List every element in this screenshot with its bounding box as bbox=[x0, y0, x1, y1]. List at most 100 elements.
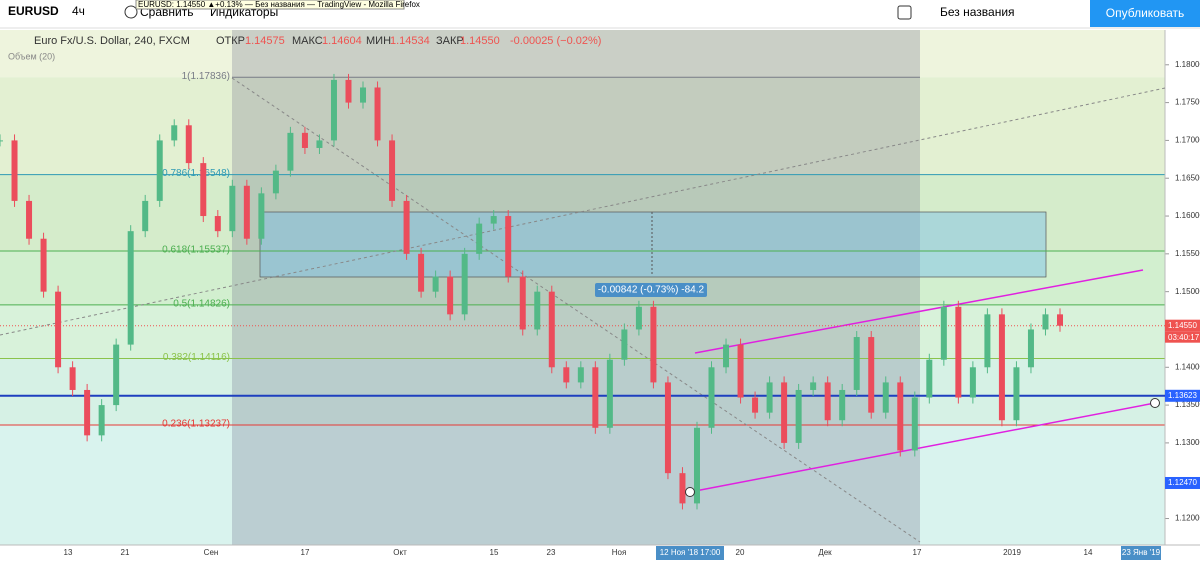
x-tick-label: 23 Янв '19 bbox=[1122, 548, 1161, 557]
candle bbox=[40, 238, 47, 292]
price-tag bbox=[1165, 389, 1200, 402]
legend-instrument: Euro Fx/U.S. Dollar, 240, FXCM bbox=[34, 35, 190, 47]
candle bbox=[345, 79, 352, 103]
candle bbox=[723, 344, 730, 368]
candle bbox=[1027, 329, 1034, 368]
legend-high: 1.14604 bbox=[322, 35, 362, 47]
measure-box bbox=[595, 283, 707, 297]
candle bbox=[69, 367, 76, 390]
candle bbox=[650, 306, 657, 383]
x-tick-label: 17 bbox=[913, 548, 922, 557]
candle bbox=[548, 291, 555, 368]
y-tick-label: 1.13000 bbox=[1175, 438, 1200, 447]
y-tick-label: 1.17500 bbox=[1175, 98, 1200, 107]
candle bbox=[432, 276, 439, 292]
countdown-box bbox=[1165, 331, 1200, 343]
fib-label: 1(1.17836) bbox=[182, 71, 230, 82]
price-tag-label: 1.14550 bbox=[1168, 321, 1197, 330]
candle bbox=[389, 140, 396, 201]
candle bbox=[737, 344, 744, 398]
x-tick-label: 2019 bbox=[1003, 548, 1021, 557]
candle bbox=[142, 200, 149, 232]
candle bbox=[156, 140, 163, 201]
candle bbox=[403, 200, 410, 254]
channel-line bbox=[694, 269, 1144, 354]
fib-zone bbox=[0, 251, 1165, 305]
candle bbox=[98, 405, 105, 436]
layout-name[interactable]: Без названия bbox=[940, 5, 1015, 19]
candle bbox=[810, 382, 817, 390]
countdown: 03:40:17 bbox=[1168, 333, 1200, 342]
candle bbox=[766, 382, 773, 413]
candle bbox=[708, 367, 715, 428]
fib-label: 0.382(1.14116) bbox=[163, 352, 230, 363]
price-tag bbox=[1165, 319, 1200, 332]
candle bbox=[940, 306, 947, 360]
candle bbox=[926, 359, 933, 398]
interval[interactable]: 4ч bbox=[72, 4, 85, 18]
candle bbox=[635, 306, 642, 330]
legend-high-label: МАКС bbox=[292, 35, 323, 47]
time-axis bbox=[0, 545, 1200, 561]
legend-open: 1.14575 bbox=[245, 35, 285, 47]
candle bbox=[185, 125, 192, 164]
candle bbox=[577, 367, 584, 383]
time-highlight bbox=[1121, 546, 1161, 560]
price-tag-label: 1.12470 bbox=[1168, 478, 1197, 487]
candle bbox=[882, 382, 889, 413]
candle bbox=[839, 389, 846, 421]
candle bbox=[243, 185, 250, 239]
fib-zone bbox=[0, 77, 1165, 175]
y-tick-label: 1.17000 bbox=[1175, 136, 1200, 145]
fib-label: 0.618(1.15537) bbox=[162, 245, 230, 256]
anchor bbox=[1150, 398, 1160, 408]
trend-dashed bbox=[0, 87, 1166, 336]
x-tick-label: 15 bbox=[490, 548, 499, 557]
y-tick-label: 1.18000 bbox=[1175, 60, 1200, 69]
x-tick-label: 14 bbox=[1084, 548, 1093, 557]
candle bbox=[621, 329, 628, 360]
candle bbox=[563, 367, 570, 383]
candle bbox=[0, 140, 3, 142]
symbol[interactable]: EURUSD bbox=[8, 4, 59, 18]
candle bbox=[795, 389, 802, 443]
candle bbox=[476, 223, 483, 254]
fib-label: 0.5(1.14826) bbox=[173, 298, 230, 309]
compare-icon[interactable] bbox=[124, 5, 138, 19]
legend-low: 1.14534 bbox=[390, 35, 430, 47]
fib-overlay bbox=[232, 30, 920, 545]
fullscreen[interactable] bbox=[897, 5, 912, 20]
candle bbox=[534, 291, 541, 330]
publish-button[interactable] bbox=[1090, 0, 1200, 27]
price-tag-label: 1.13623 bbox=[1168, 391, 1197, 400]
candle bbox=[461, 253, 468, 315]
fib-zone bbox=[0, 304, 1165, 359]
candle bbox=[113, 344, 120, 406]
anchor bbox=[685, 487, 695, 497]
candle bbox=[171, 125, 178, 141]
candle bbox=[301, 132, 308, 148]
candle bbox=[26, 200, 33, 239]
candle bbox=[200, 163, 207, 217]
candle bbox=[853, 337, 860, 390]
legend-low-label: МИН bbox=[366, 35, 391, 47]
publish[interactable]: Опубликовать bbox=[1106, 6, 1184, 20]
legend-close-label: ЗАКР bbox=[436, 35, 464, 47]
candle bbox=[374, 87, 381, 141]
legend-close: 1.14550 bbox=[460, 35, 500, 47]
x-tick-label: Окт bbox=[393, 548, 407, 557]
legend-change: -0.00025 (−0.02%) bbox=[510, 35, 601, 47]
time-highlight bbox=[656, 546, 724, 560]
window-title: EURUSD: 1.14550 ▲+0.13% — Без названия —… bbox=[138, 0, 420, 9]
candle bbox=[868, 337, 875, 413]
candle bbox=[1013, 367, 1020, 421]
candle bbox=[519, 276, 526, 330]
candle bbox=[592, 367, 599, 428]
y-tick-label: 1.14000 bbox=[1175, 362, 1200, 371]
trend-dashed bbox=[231, 77, 921, 543]
candle bbox=[824, 382, 831, 421]
x-tick-label: Ноя bbox=[612, 548, 627, 557]
x-tick-label: 17 bbox=[301, 548, 310, 557]
